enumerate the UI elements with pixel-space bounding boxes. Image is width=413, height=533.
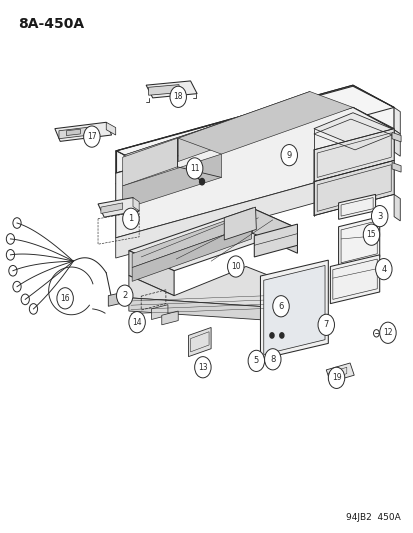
Circle shape bbox=[272, 296, 289, 317]
Polygon shape bbox=[108, 293, 119, 306]
Polygon shape bbox=[252, 208, 297, 253]
Polygon shape bbox=[363, 221, 378, 235]
Polygon shape bbox=[123, 112, 256, 172]
Text: 8A-450A: 8A-450A bbox=[18, 17, 84, 31]
Polygon shape bbox=[393, 130, 399, 156]
Text: 12: 12 bbox=[382, 328, 392, 337]
Polygon shape bbox=[59, 127, 90, 139]
Polygon shape bbox=[128, 208, 297, 271]
Polygon shape bbox=[115, 108, 393, 238]
Polygon shape bbox=[325, 363, 354, 382]
Polygon shape bbox=[98, 198, 139, 217]
Polygon shape bbox=[338, 195, 375, 219]
Polygon shape bbox=[115, 172, 352, 258]
Circle shape bbox=[317, 314, 334, 335]
Polygon shape bbox=[133, 198, 139, 211]
Circle shape bbox=[128, 312, 145, 333]
Polygon shape bbox=[254, 224, 297, 257]
Circle shape bbox=[328, 367, 344, 389]
Polygon shape bbox=[128, 251, 174, 296]
Polygon shape bbox=[338, 216, 379, 267]
Text: 15: 15 bbox=[366, 230, 375, 239]
Text: 19: 19 bbox=[331, 373, 341, 382]
Text: 5: 5 bbox=[253, 357, 259, 366]
Text: 10: 10 bbox=[230, 262, 240, 271]
Circle shape bbox=[186, 158, 202, 179]
Text: 16: 16 bbox=[60, 294, 70, 303]
Polygon shape bbox=[106, 122, 115, 135]
Polygon shape bbox=[66, 129, 80, 135]
Polygon shape bbox=[330, 255, 379, 304]
Text: 7: 7 bbox=[323, 320, 328, 329]
Polygon shape bbox=[128, 298, 297, 322]
Polygon shape bbox=[151, 305, 168, 319]
Circle shape bbox=[269, 333, 273, 338]
Circle shape bbox=[373, 329, 378, 337]
Circle shape bbox=[83, 126, 100, 147]
Circle shape bbox=[227, 256, 243, 277]
Circle shape bbox=[194, 357, 211, 378]
Polygon shape bbox=[148, 85, 178, 95]
Circle shape bbox=[370, 206, 387, 227]
Polygon shape bbox=[55, 122, 112, 141]
Circle shape bbox=[170, 86, 186, 108]
Circle shape bbox=[264, 349, 280, 370]
Text: 11: 11 bbox=[190, 164, 199, 173]
Polygon shape bbox=[260, 260, 328, 359]
Polygon shape bbox=[115, 85, 393, 173]
Text: 2: 2 bbox=[122, 291, 127, 300]
Polygon shape bbox=[161, 311, 178, 325]
Polygon shape bbox=[393, 195, 399, 221]
Polygon shape bbox=[132, 212, 251, 268]
Polygon shape bbox=[263, 265, 324, 354]
Text: 13: 13 bbox=[197, 363, 207, 372]
Circle shape bbox=[279, 333, 283, 338]
Circle shape bbox=[57, 288, 73, 309]
Polygon shape bbox=[391, 132, 400, 142]
Polygon shape bbox=[101, 203, 122, 214]
Polygon shape bbox=[122, 138, 177, 186]
Polygon shape bbox=[391, 163, 400, 172]
Polygon shape bbox=[313, 160, 393, 216]
Text: 6: 6 bbox=[278, 302, 283, 311]
Circle shape bbox=[379, 322, 395, 343]
Circle shape bbox=[199, 179, 204, 185]
Polygon shape bbox=[224, 207, 256, 240]
Circle shape bbox=[375, 259, 391, 280]
Polygon shape bbox=[123, 112, 309, 177]
Text: 8: 8 bbox=[269, 355, 275, 364]
Text: 4: 4 bbox=[380, 265, 385, 273]
Polygon shape bbox=[132, 225, 251, 281]
Polygon shape bbox=[146, 81, 197, 98]
Polygon shape bbox=[178, 92, 352, 154]
Polygon shape bbox=[393, 108, 399, 134]
Text: 14: 14 bbox=[132, 318, 142, 327]
Circle shape bbox=[122, 208, 139, 229]
Polygon shape bbox=[122, 154, 221, 209]
Polygon shape bbox=[188, 327, 211, 357]
Text: 94JB2  450A: 94JB2 450A bbox=[345, 513, 399, 522]
Polygon shape bbox=[128, 266, 297, 309]
Text: 1: 1 bbox=[128, 214, 133, 223]
Polygon shape bbox=[313, 113, 393, 146]
Polygon shape bbox=[313, 128, 393, 182]
Circle shape bbox=[116, 285, 133, 306]
Circle shape bbox=[280, 144, 297, 166]
Text: 17: 17 bbox=[87, 132, 97, 141]
Polygon shape bbox=[178, 92, 309, 161]
Circle shape bbox=[362, 224, 379, 245]
Text: 18: 18 bbox=[173, 92, 183, 101]
Circle shape bbox=[247, 350, 264, 372]
Text: 9: 9 bbox=[286, 151, 291, 160]
Text: 3: 3 bbox=[376, 212, 382, 221]
